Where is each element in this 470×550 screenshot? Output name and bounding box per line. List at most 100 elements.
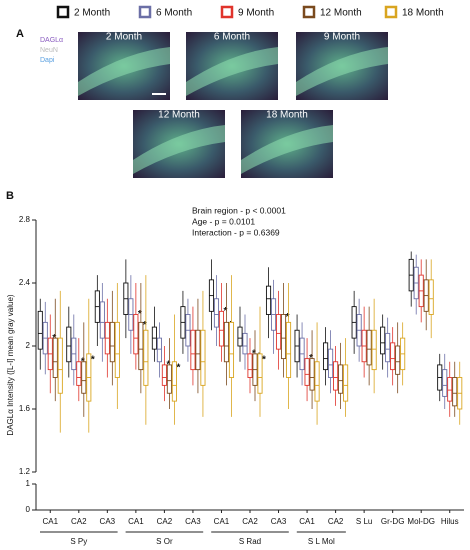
box [109,321,115,363]
stat-text: Age - p = 0.0101 [192,216,255,226]
box [52,337,58,378]
cell-layer [133,125,225,174]
x-tick-label: CA2 [157,517,173,526]
group-label: S L Mol [308,537,335,546]
cell-layer [296,47,388,96]
legend-label: 2 Month [74,8,110,19]
micrographs: 2 Month 6 Month 9 Month 12 Month 18 Month DAG… [40,32,388,178]
box [442,369,448,397]
channel-label: Dapi [40,57,55,64]
legend-swatch [220,5,234,19]
box [190,329,196,371]
box [237,326,243,347]
x-tick-label: Gr-DG [381,517,405,526]
channel-label: DAGLα [40,37,63,44]
significance: * [224,306,228,317]
box [76,361,82,386]
significance: * [262,355,266,366]
box [200,329,206,386]
box [428,279,434,315]
box [37,310,43,350]
x-tick-label: CA1 [214,517,230,526]
legend-label: 9 Month [238,8,274,19]
box [99,301,105,339]
x-tick-label: CA1 [299,517,315,526]
box [390,342,396,371]
box [257,353,263,394]
y-tick-label: 2.8 [19,215,31,224]
box [323,342,329,371]
x-tick-label: Mol-DG [407,517,435,526]
box [218,310,225,347]
y-tick-label: 2.4 [19,278,31,287]
y-tick-label: 1.2 [19,467,31,476]
stat-text: Brain region - p < 0.0001 [192,205,286,215]
box [285,321,292,378]
box [166,364,172,394]
significance: * [91,355,95,366]
box [366,329,372,366]
legend-swatch [302,5,316,19]
x-tick-label: CA3 [100,517,116,526]
box [81,361,87,394]
group-label: S Rad [239,537,261,546]
box [138,321,144,371]
y-axis-title: DAGLα Intensity ([L-I] mean gray value) [6,294,15,435]
channel-label: NeuN [40,47,58,54]
legend-label: 6 Month [156,8,192,19]
box [161,364,167,386]
box [385,332,391,363]
x-tick-label: CA3 [185,517,201,526]
legend-swatch [56,5,70,19]
y-tick-label: 1 [26,479,31,488]
box [452,377,458,407]
x-tick-label: CA2 [328,517,344,526]
box [213,298,220,328]
legend-label: 12 Month [320,8,362,19]
y-tick-label: 1.6 [19,404,31,413]
image-label: 6 Month [214,32,250,43]
image-label: 12 Month [158,110,200,121]
box [247,353,253,378]
y-tick-label: 0 [26,505,31,514]
group-label: S Or [156,537,173,546]
significance: * [138,309,142,320]
box [343,364,349,402]
significance: * [143,320,147,331]
box [333,361,339,391]
box [328,348,334,378]
significance: * [176,362,180,373]
box [171,361,177,402]
box [133,314,139,355]
box [304,358,310,386]
significance: * [286,312,290,323]
panel-label: B [6,190,14,202]
legend: 2 Month 6 Month 9 Month 12 Month 18 Month [56,5,444,19]
x-tick-label: CA2 [71,517,87,526]
image-label: 2 Month [106,32,142,43]
group-label: S Py [70,537,87,546]
x-tick-label: CA1 [42,517,58,526]
box [338,364,344,394]
box [309,358,315,391]
box [228,321,235,378]
stat-text: Interaction - p = 0.6369 [192,227,280,237]
box [195,329,201,371]
box [380,326,386,355]
legend-label: 18 Month [402,8,444,19]
box [314,361,320,402]
box [371,329,377,371]
box [223,321,230,363]
cell-layer [241,125,333,174]
image-label: 18 Month [266,110,308,121]
box-plot: 1.2 1.6 2 2.4 2.8 0 1 DAGLα Intensity ([L-I] me… [6,205,464,546]
cell-layer [186,47,278,96]
box [143,329,149,386]
box [280,314,287,360]
legend-swatch [384,5,398,19]
box [66,326,72,363]
x-tick-label: CA2 [242,517,258,526]
box [395,345,401,375]
legend-swatch [138,5,152,19]
